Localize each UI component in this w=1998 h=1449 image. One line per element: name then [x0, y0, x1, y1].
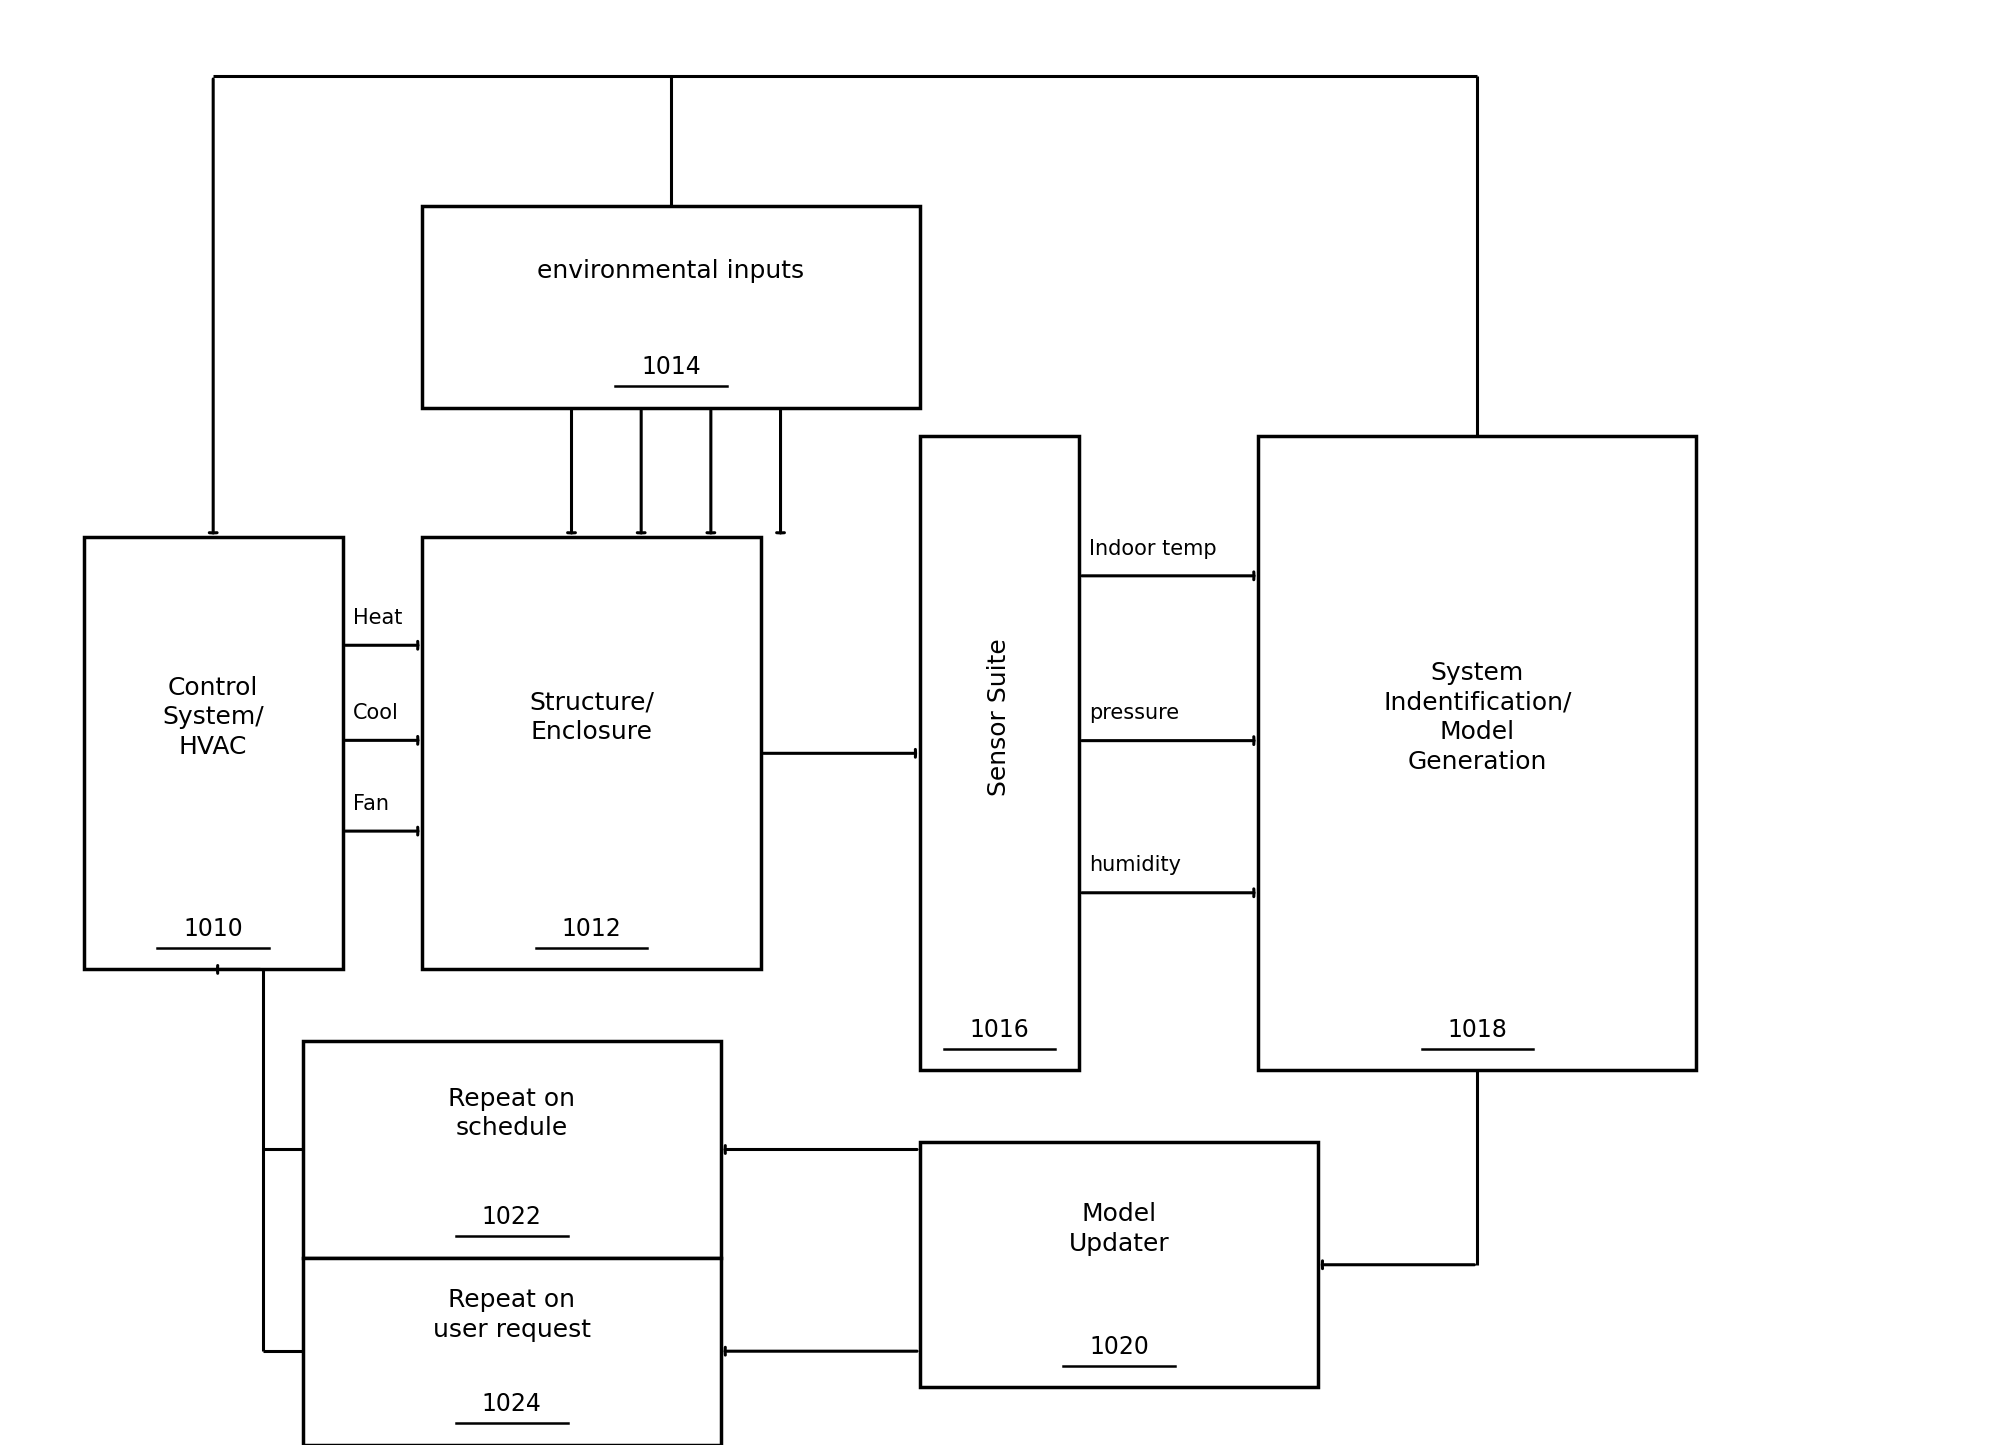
Text: 1022: 1022	[482, 1206, 541, 1229]
Text: humidity: humidity	[1089, 855, 1181, 875]
Text: Repeat on
schedule: Repeat on schedule	[448, 1087, 575, 1140]
FancyBboxPatch shape	[84, 538, 342, 969]
Text: 1016: 1016	[969, 1017, 1029, 1042]
Text: Model
Updater: Model Updater	[1069, 1201, 1169, 1256]
FancyBboxPatch shape	[302, 1258, 721, 1445]
Text: 1014: 1014	[641, 355, 701, 380]
Text: 1024: 1024	[482, 1392, 541, 1417]
Text: Cool: Cool	[352, 703, 398, 723]
Text: Indoor temp: Indoor temp	[1089, 539, 1217, 558]
Text: Control
System/
HVAC: Control System/ HVAC	[162, 675, 264, 759]
Text: pressure: pressure	[1089, 703, 1179, 723]
Text: 1010: 1010	[184, 917, 244, 940]
Text: Sensor Suite: Sensor Suite	[987, 639, 1011, 796]
Text: environmental inputs: environmental inputs	[537, 259, 805, 283]
FancyBboxPatch shape	[422, 206, 919, 407]
FancyBboxPatch shape	[919, 436, 1079, 1071]
FancyBboxPatch shape	[422, 538, 761, 969]
Text: Structure/
Enclosure: Structure/ Enclosure	[529, 690, 653, 745]
Text: Fan: Fan	[352, 794, 388, 814]
FancyBboxPatch shape	[302, 1042, 721, 1258]
Text: System
Indentification/
Model
Generation: System Indentification/ Model Generation	[1383, 661, 1570, 774]
Text: 1018: 1018	[1447, 1017, 1506, 1042]
Text: 1012: 1012	[561, 917, 621, 940]
FancyBboxPatch shape	[919, 1142, 1317, 1387]
Text: 1020: 1020	[1089, 1335, 1149, 1359]
FancyBboxPatch shape	[1257, 436, 1696, 1071]
Text: Heat: Heat	[352, 609, 402, 627]
Text: Repeat on
user request: Repeat on user request	[434, 1288, 591, 1342]
